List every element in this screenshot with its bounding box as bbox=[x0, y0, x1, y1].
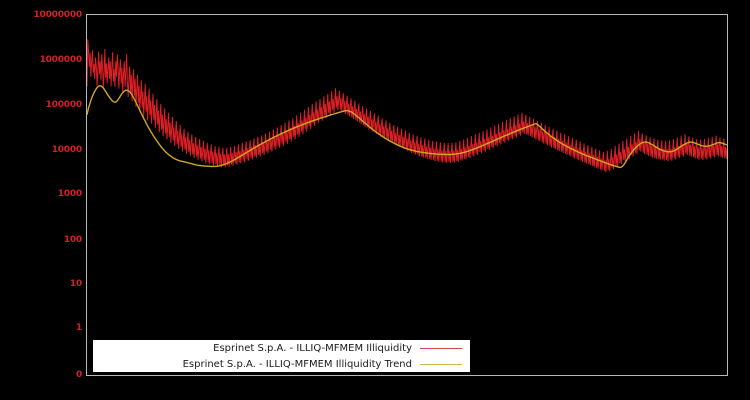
legend-entry-illiquidity[interactable]: Esprinet S.p.A. - ILLIQ-MFMEM Illiquidit… bbox=[93, 340, 470, 356]
legend-entry-illiquidity-trend[interactable]: Esprinet S.p.A. - ILLIQ-MFMEM Illiquidit… bbox=[93, 356, 470, 372]
legend-swatch-illiquidity-trend bbox=[420, 363, 462, 365]
y-tick-label: 100 bbox=[63, 235, 82, 245]
legend-swatch-illiquidity bbox=[420, 347, 462, 349]
chart-legend[interactable]: Esprinet S.p.A. - ILLIQ-MFMEM Illiquidit… bbox=[93, 340, 470, 372]
plot-area-border bbox=[86, 14, 728, 376]
legend-label-illiquidity-trend: Esprinet S.p.A. - ILLIQ-MFMEM Illiquidit… bbox=[182, 358, 412, 370]
y-tick-label: 1000 bbox=[57, 189, 82, 199]
figure-bottom-margin bbox=[0, 377, 750, 400]
y-tick-label: 1 bbox=[75, 323, 82, 333]
y-tick-label: 10000000 bbox=[33, 10, 83, 20]
legend-label-illiquidity: Esprinet S.p.A. - ILLIQ-MFMEM Illiquidit… bbox=[213, 342, 412, 354]
chart-plot-svg bbox=[87, 39, 727, 173]
y-tick-label: 0 bbox=[75, 370, 82, 380]
y-tick-label: 10 bbox=[69, 279, 82, 289]
y-tick-label: 1000000 bbox=[39, 55, 83, 65]
y-tick-label: 10000 bbox=[51, 145, 83, 155]
y-axis-tick-labels: 10000000 1000000 100000 10000 1000 100 10 1 0 bbox=[0, 0, 83, 400]
series-line-illiquidity-trend bbox=[87, 85, 727, 169]
series-group bbox=[87, 39, 727, 173]
y-tick-label: 100000 bbox=[45, 100, 83, 110]
series-line-illiquidity bbox=[87, 39, 727, 173]
